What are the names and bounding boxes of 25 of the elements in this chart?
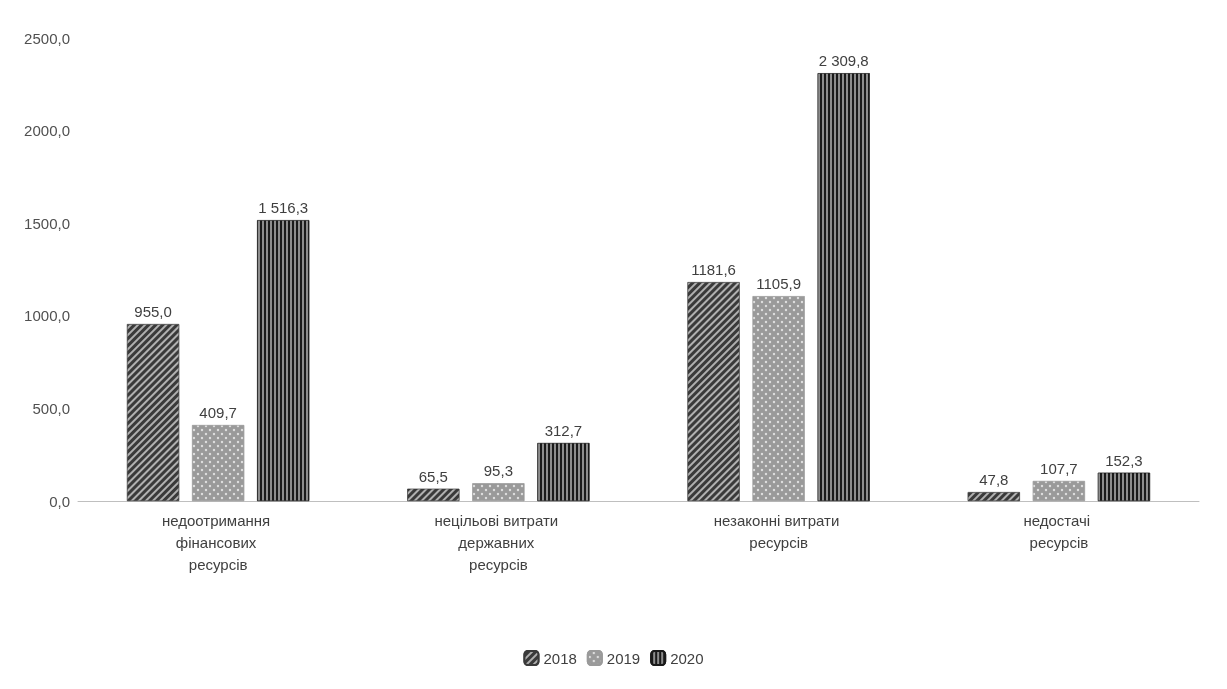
x-tick-label: недостачі ресурсів [1023,511,1095,551]
data-label: 107,7 [1040,460,1078,478]
y-tick-label: 2500,0 [24,29,70,47]
legend-label: 2018 [543,649,577,667]
y-tick-label: 500,0 [32,399,70,417]
y-tick-label: 1500,0 [24,214,70,232]
legend-label: 2019 [606,649,641,667]
data-label: 1105,9 [756,275,802,293]
data-label: 409,7 [199,404,237,422]
y-tick-label: 1000,0 [24,307,70,325]
y-tick-label: 0,0 [49,492,70,510]
data-label: 2 309,8 [818,52,869,70]
y-tick-label: 2000,0 [24,122,70,140]
x-tick-label: недоотримання фінансових ресурсів [161,511,275,573]
data-label: 47,8 [979,471,1009,489]
data-label: 955,0 [134,303,172,321]
data-label: 1 516,3 [258,199,309,217]
data-label: 65,5 [418,467,448,485]
x-tick-label: незаконні витрати ресурсів [713,511,844,551]
data-label: 152,3 [1105,451,1143,469]
x-tick-label: нецільові витрати державних ресурсів [434,511,563,573]
legend-label: 2020 [670,649,704,667]
data-label: 1181,6 [691,261,736,279]
data-label: 312,7 [544,422,583,440]
data-label: 95,3 [483,462,513,480]
